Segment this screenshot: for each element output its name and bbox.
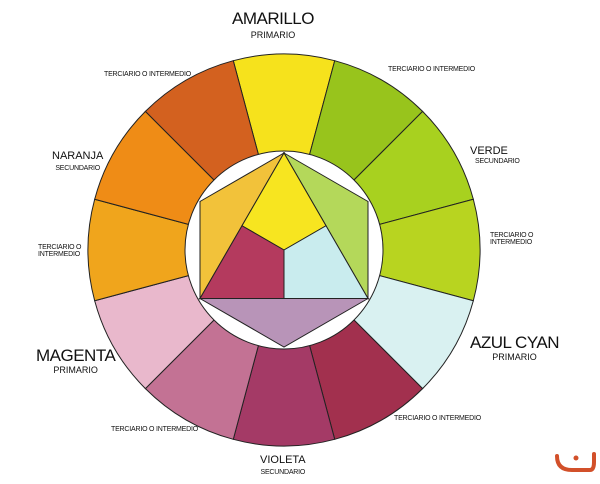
naranja-name: NARANJA	[52, 150, 104, 162]
violeta-type: SECUNDARIO	[260, 468, 306, 476]
label-naranja: NARANJA SECUNDARIO	[52, 150, 104, 172]
label-azul-cyan: AZUL CYAN PRIMARIO	[470, 333, 560, 362]
label-amarillo: AMARILLO PRIMARIO	[232, 10, 314, 40]
tertiary-line2: INTERMEDIO	[490, 239, 532, 247]
naranja-type: SECUNDARIO	[55, 164, 101, 172]
tertiary-line1: TERCIARIO O	[38, 244, 82, 251]
label-tertiary-red-violet: TERCIARIO O INTERMEDIO	[394, 415, 481, 422]
verde-name: VERDE	[470, 145, 508, 157]
tertiary-line2: INTERMEDIO	[38, 251, 80, 259]
amarillo-name: AMARILLO	[232, 9, 314, 28]
label-tertiary-yellow-green-2: TERCIARIO O INTERMEDIO	[490, 232, 534, 247]
label-violeta: VIOLETA SECUNDARIO	[260, 454, 306, 476]
verde-type: SECUNDARIO	[475, 157, 520, 165]
label-tertiary-orange-yellow: TERCIARIO O INTERMEDIO	[38, 244, 82, 259]
label-verde: VERDE SECUNDARIO	[470, 145, 520, 165]
outer-ring	[87, 53, 481, 447]
azul-cyan-name: AZUL CYAN	[470, 333, 560, 352]
amarillo-type: PRIMARIO	[250, 29, 296, 40]
tertiary-line1: TERCIARIO O	[490, 232, 534, 239]
logo-mark	[555, 452, 596, 472]
magenta-name: MAGENTA	[36, 346, 116, 365]
label-tertiary-red-orange: TERCIARIO O INTERMEDIO	[104, 71, 191, 78]
label-tertiary-blue-violet: TERCIARIO O INTERMEDIO	[111, 426, 198, 433]
label-tertiary-yellow-green: TERCIARIO O INTERMEDIO	[388, 66, 475, 73]
label-magenta: MAGENTA PRIMARIO	[36, 346, 116, 375]
inner-hexagon	[198, 151, 370, 348]
magenta-type: PRIMARIO	[53, 364, 98, 375]
inner-magenta-piece	[199, 225, 285, 299]
azul-cyan-type: PRIMARIO	[492, 351, 537, 362]
violeta-name: VIOLETA	[260, 454, 306, 466]
